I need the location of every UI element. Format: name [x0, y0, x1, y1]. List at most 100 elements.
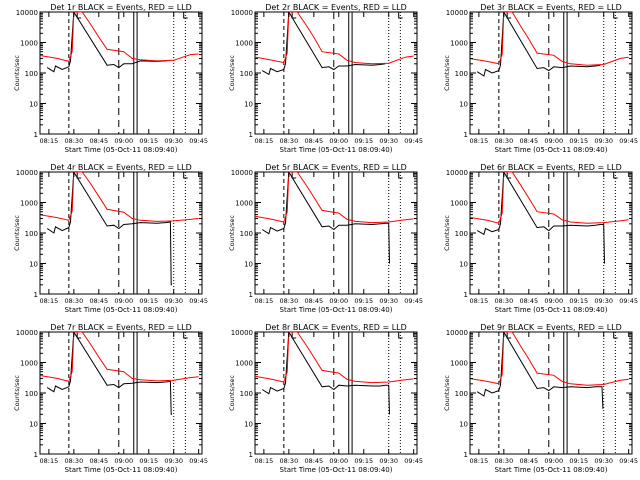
plot-frame [39, 171, 203, 295]
y-tick-label: 10000 [16, 169, 38, 177]
plot-title: Det 9r BLACK = Events, RED = LLD [480, 323, 622, 332]
plot-area [40, 12, 199, 134]
x-tick-label: 09:15 [139, 457, 158, 465]
top-marker [76, 12, 82, 19]
series-lld-line [40, 12, 199, 62]
y-tick-label: 1000 [235, 40, 253, 48]
plot-area [470, 332, 629, 454]
x-tick-label: 08:45 [519, 297, 538, 305]
y-tick-label: 10 [29, 101, 38, 109]
x-tick-label: 08:15 [470, 297, 489, 305]
series-events-line [46, 12, 171, 73]
x-tick-label: 09:15 [354, 457, 373, 465]
y-tick-label: 10000 [446, 329, 468, 337]
y-tick-label: 1 [34, 451, 38, 459]
plot-area [40, 172, 199, 294]
y-tick-label: 10 [459, 101, 468, 109]
y-tick-label: 10000 [446, 9, 468, 17]
x-axis-label: Start Time (05-Oct-11 08:09:40) [280, 306, 393, 314]
x-tick-label: 08:15 [470, 137, 489, 145]
x-tick-label: 08:30 [64, 457, 83, 465]
x-tick-label: 08:45 [304, 457, 323, 465]
x-tick-label: 09:15 [354, 297, 373, 305]
top-marker [183, 12, 188, 19]
x-tick-label: 08:15 [470, 457, 489, 465]
plot-area [470, 172, 629, 294]
x-tick-label: 09:00 [114, 137, 133, 145]
x-tick-label: 09:30 [594, 457, 613, 465]
series-lld-line [255, 332, 414, 384]
x-tick-label: 09:30 [164, 297, 183, 305]
x-tick-label: 09:30 [379, 297, 398, 305]
plot-area [255, 12, 414, 134]
top-marker [291, 332, 297, 339]
series-events-line [261, 332, 390, 415]
x-tick-label: 08:30 [279, 297, 298, 305]
plot-frame [469, 11, 633, 135]
plot-title: Det 8r BLACK = Events, RED = LLD [265, 323, 407, 332]
x-tick-label: 08:15 [40, 297, 59, 305]
y-tick-label: 1000 [20, 200, 38, 208]
series-events-line [46, 332, 172, 415]
series-lld-line [255, 172, 414, 224]
x-tick-label: 09:00 [329, 137, 348, 145]
x-tick-label: 09:00 [544, 137, 563, 145]
plot-title: Det 6r BLACK = Events, RED = LLD [480, 163, 622, 172]
y-tick-label: 1000 [450, 360, 468, 368]
top-marker [398, 12, 403, 19]
y-tick-label: 1000 [450, 40, 468, 48]
y-tick-label: 10000 [16, 9, 38, 17]
x-tick-label: 09:30 [594, 137, 613, 145]
x-tick-label: 09:45 [619, 457, 638, 465]
y-tick-label: 10 [244, 421, 253, 429]
y-tick-label: 1000 [235, 200, 253, 208]
y-tick-label: 10 [459, 261, 468, 269]
x-axis-label: Start Time (05-Oct-11 08:09:40) [280, 146, 393, 154]
y-tick-label: 1 [249, 451, 253, 459]
top-marker [506, 172, 512, 179]
y-axis-label: Counts/sec [228, 215, 236, 251]
x-tick-label: 08:45 [519, 457, 538, 465]
y-axis-label: Counts/sec [13, 55, 21, 91]
x-tick-label: 09:45 [619, 137, 638, 145]
series-events-line [46, 172, 172, 286]
top-marker [398, 332, 403, 339]
top-marker [183, 332, 188, 339]
plot-frame [254, 11, 418, 135]
plot-title: Det 5r BLACK = Events, RED = LLD [265, 163, 407, 172]
top-marker [506, 12, 512, 19]
x-tick-label: 08:30 [279, 457, 298, 465]
plot-frame [469, 331, 633, 455]
series-lld-line [255, 12, 414, 65]
y-tick-label: 1000 [235, 360, 253, 368]
y-tick-label: 1 [249, 291, 253, 299]
y-tick-label: 100 [240, 230, 253, 238]
x-axis-label: Start Time (05-Oct-11 08:09:40) [65, 306, 178, 314]
x-tick-label: 09:15 [139, 137, 158, 145]
x-tick-label: 08:15 [255, 297, 274, 305]
y-tick-label: 10000 [231, 329, 253, 337]
plot-title: Det 1r BLACK = Events, RED = LLD [50, 3, 192, 12]
y-tick-label: 1 [249, 131, 253, 139]
y-tick-label: 10 [244, 261, 253, 269]
top-marker [613, 12, 618, 19]
top-marker [291, 12, 297, 19]
x-tick-label: 09:45 [189, 137, 208, 145]
x-tick-label: 09:45 [189, 297, 208, 305]
plot-title: Det 3r BLACK = Events, RED = LLD [480, 3, 622, 12]
plot-title: Det 7r BLACK = Events, RED = LLD [50, 323, 192, 332]
series-lld-line [40, 332, 199, 382]
x-tick-label: 09:30 [379, 457, 398, 465]
y-tick-label: 10 [459, 421, 468, 429]
x-tick-label: 08:15 [255, 137, 274, 145]
y-tick-label: 10 [244, 101, 253, 109]
y-tick-label: 10 [29, 421, 38, 429]
x-tick-label: 09:45 [619, 297, 638, 305]
y-tick-label: 10000 [231, 9, 253, 17]
x-tick-label: 08:45 [89, 457, 108, 465]
y-axis-label: Counts/sec [228, 375, 236, 411]
x-tick-label: 09:45 [189, 457, 208, 465]
x-tick-label: 09:00 [329, 297, 348, 305]
x-tick-label: 09:45 [404, 297, 423, 305]
